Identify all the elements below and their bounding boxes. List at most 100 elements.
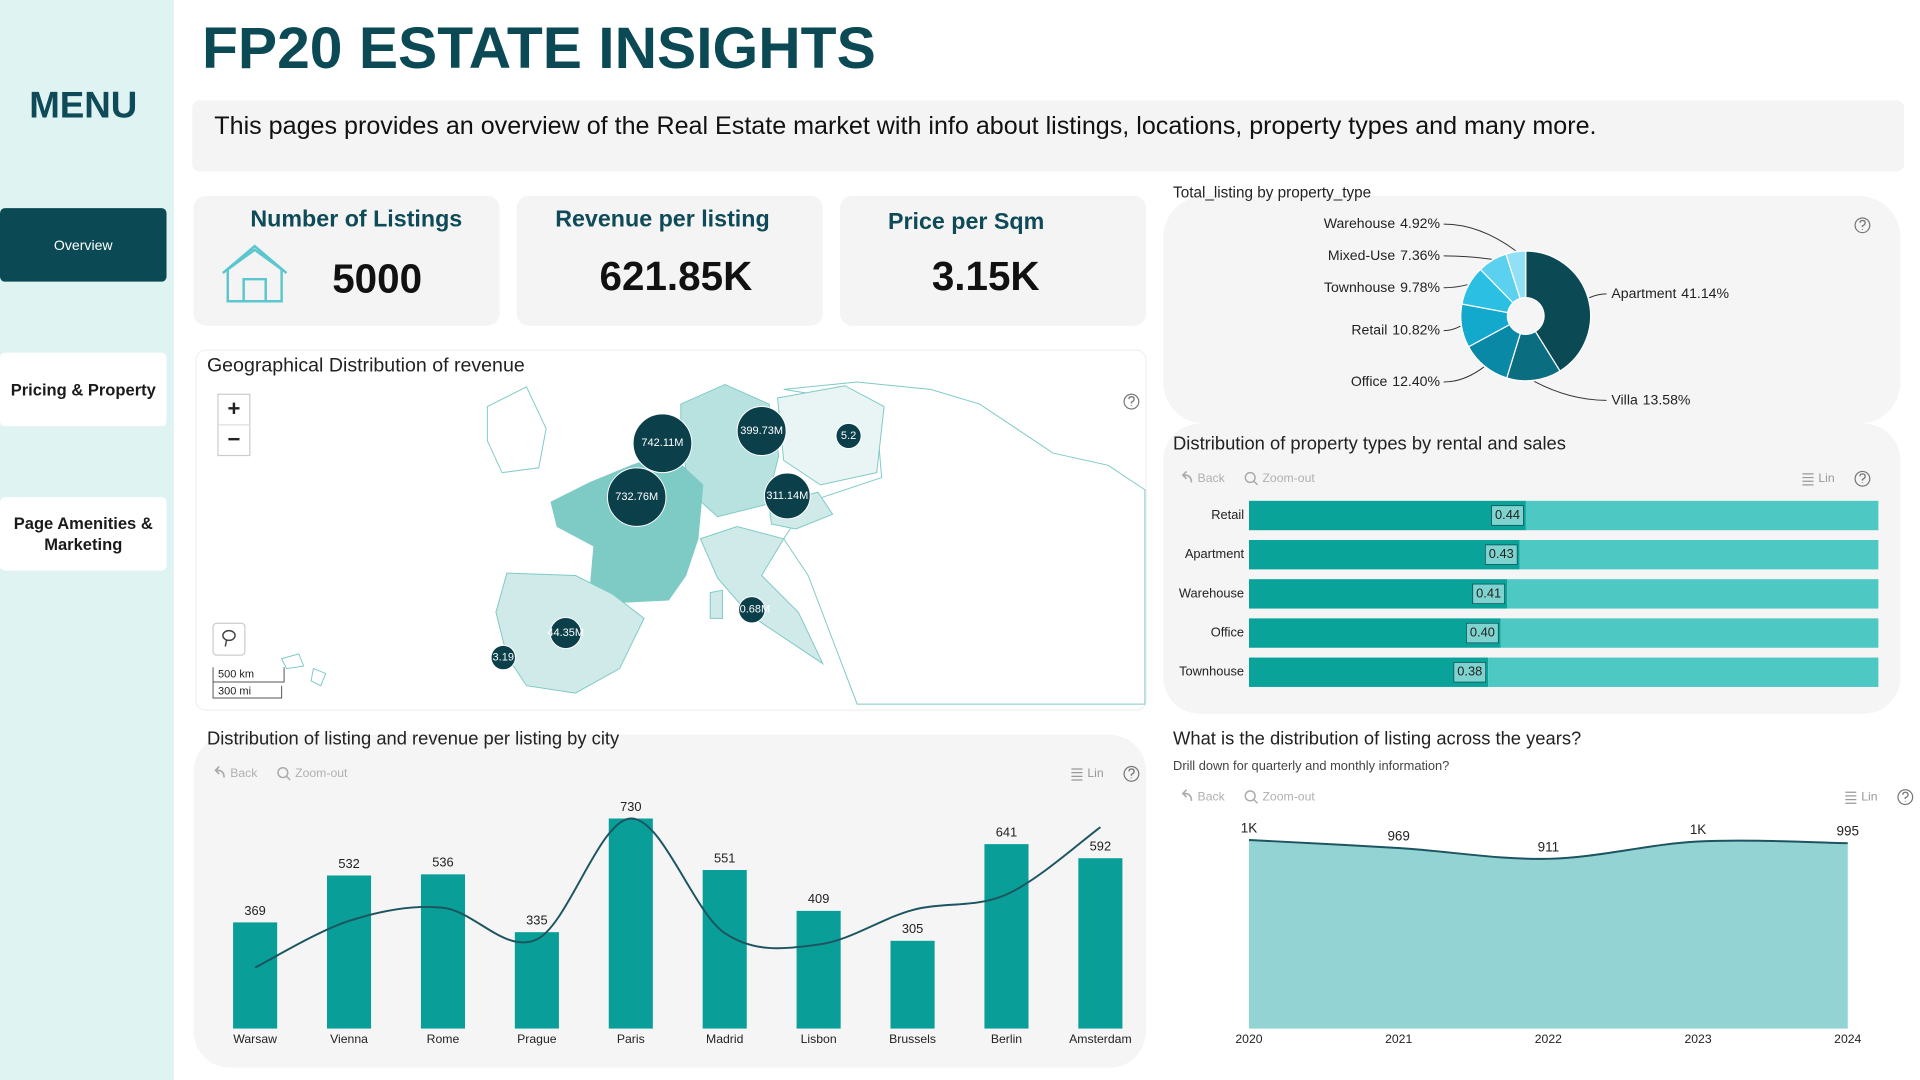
bar (796, 910, 841, 1029)
value-label: 532 (338, 856, 359, 871)
leader-line (1443, 255, 1492, 260)
value-label: 409 (808, 891, 829, 906)
leader-line (1443, 223, 1516, 251)
pie-label: Mixed-Use 7.36% (1328, 247, 1441, 263)
bar-segment (1248, 657, 1489, 687)
x-tick-label: Amsterdam (1069, 1032, 1132, 1046)
value-label: 1K (1241, 821, 1257, 836)
leader-line (1589, 293, 1607, 299)
pie-label-category: Mixed-Use (1328, 247, 1395, 263)
chart-card (1163, 195, 1901, 424)
bar-segment (1248, 579, 1508, 609)
pie-label: Retail 10.82% (1351, 321, 1440, 337)
country (486, 386, 547, 474)
bar (420, 874, 465, 1029)
chart-title: Distribution of listing and revenue per … (207, 727, 620, 748)
toolbar-button[interactable]: Back (1198, 789, 1226, 803)
help-icon (1854, 470, 1871, 487)
value-label: 0.40 (1470, 624, 1495, 639)
menu-button[interactable] (0, 352, 167, 427)
pie-label-value: 10.82% (1392, 321, 1440, 337)
back-icon (1181, 789, 1193, 801)
pie-label-value: 9.78% (1400, 278, 1440, 294)
zoom-icon-handle (286, 775, 291, 781)
bubble-label: 399.73M (740, 425, 783, 437)
toolbar-button[interactable]: Zoom-out (1262, 789, 1315, 803)
menu-label[interactable]: Overview (54, 237, 114, 253)
pie-label-value: 41.14% (1681, 285, 1729, 301)
menu-label-box: Pricing & Property (10, 380, 156, 399)
x-tick-label: Berlin (991, 1032, 1022, 1046)
zoom-icon-handle (1253, 799, 1259, 804)
menu-label[interactable]: Pricing & Property (10, 380, 156, 399)
bar-segment (1248, 500, 1526, 531)
bubble (606, 467, 667, 527)
pie-label: Apartment 41.14% (1611, 285, 1729, 301)
zoom-icon (1244, 471, 1256, 484)
bubble-label: 3.19 (493, 651, 514, 663)
bar-segment (1500, 618, 1879, 648)
zoom-out[interactable]: − (227, 427, 240, 452)
leader-line (1443, 284, 1468, 289)
bar (327, 875, 372, 1029)
help-glyph (1859, 219, 1866, 230)
scale-label: 300 mi (218, 686, 251, 698)
kpi-card (516, 195, 823, 326)
menu-button[interactable] (0, 208, 167, 282)
kpi-value: 621.85K (600, 253, 753, 299)
page-title: FP20 ESTATE INSIGHTS (202, 16, 876, 81)
help-glyph (1859, 473, 1866, 484)
lasso-icon (222, 629, 236, 647)
x-tick-label: Vienna (330, 1032, 368, 1046)
kpi-label: Price per Sqm (888, 208, 1044, 234)
leader-line (1534, 381, 1607, 401)
bar-segment (1507, 579, 1879, 609)
toolbar-button[interactable]: Lin (1087, 766, 1104, 780)
toolbar-button[interactable]: Back (1198, 471, 1226, 485)
pie-label: Villa 13.58% (1611, 391, 1690, 407)
value-label: 641 (996, 824, 1017, 839)
area (1248, 840, 1848, 1029)
help-icon (1123, 765, 1140, 782)
bubble-label: 732.76M (615, 491, 658, 503)
toolbar-button[interactable]: Zoom-out (1262, 471, 1315, 485)
value-label: 995 (1837, 824, 1859, 839)
bar (608, 818, 653, 1029)
toolbar-button[interactable]: Lin (1818, 471, 1835, 485)
toolbar-button[interactable]: Back (230, 766, 258, 780)
chart-subtitle: Drill down for quarterly and monthly inf… (1173, 758, 1449, 773)
value-label: 592 (1090, 839, 1111, 854)
kpi-card (193, 195, 500, 326)
bar (890, 940, 935, 1029)
pie-label-value: 13.58% (1643, 391, 1691, 407)
pie-label: Office 12.40% (1351, 373, 1441, 389)
menu-button[interactable] (0, 497, 167, 571)
bar-segment (1525, 500, 1879, 531)
value-label: 1K (1690, 822, 1706, 837)
leader-line (1443, 325, 1461, 332)
help-glyph (1902, 791, 1909, 802)
y-tick-label: Warehouse (1179, 585, 1244, 600)
value-label: 536 (432, 855, 453, 870)
toolbar-button[interactable]: Zoom-out (295, 766, 348, 780)
x-tick-label: 2024 (1834, 1032, 1861, 1046)
value-label-box (1472, 583, 1505, 605)
zoom-in[interactable]: + (227, 396, 240, 421)
pie-label-value: 4.92% (1400, 215, 1440, 231)
pie-label-value: 7.36% (1400, 247, 1440, 263)
value-label-box (1491, 505, 1524, 526)
toolbar-button[interactable]: Lin (1861, 789, 1878, 803)
country (699, 526, 825, 666)
bubble (490, 644, 516, 671)
pie-slice (1505, 250, 1527, 300)
back-icon (1181, 470, 1193, 483)
bar (233, 922, 278, 1029)
lasso-button[interactable] (212, 622, 246, 656)
bar (1078, 858, 1123, 1029)
bar-segment (1488, 657, 1879, 687)
bar (702, 870, 747, 1029)
help-glyph (1128, 396, 1135, 407)
menu-label[interactable]: Page Amenities & Marketing (13, 514, 153, 554)
pie-label-category: Warehouse (1324, 215, 1396, 231)
